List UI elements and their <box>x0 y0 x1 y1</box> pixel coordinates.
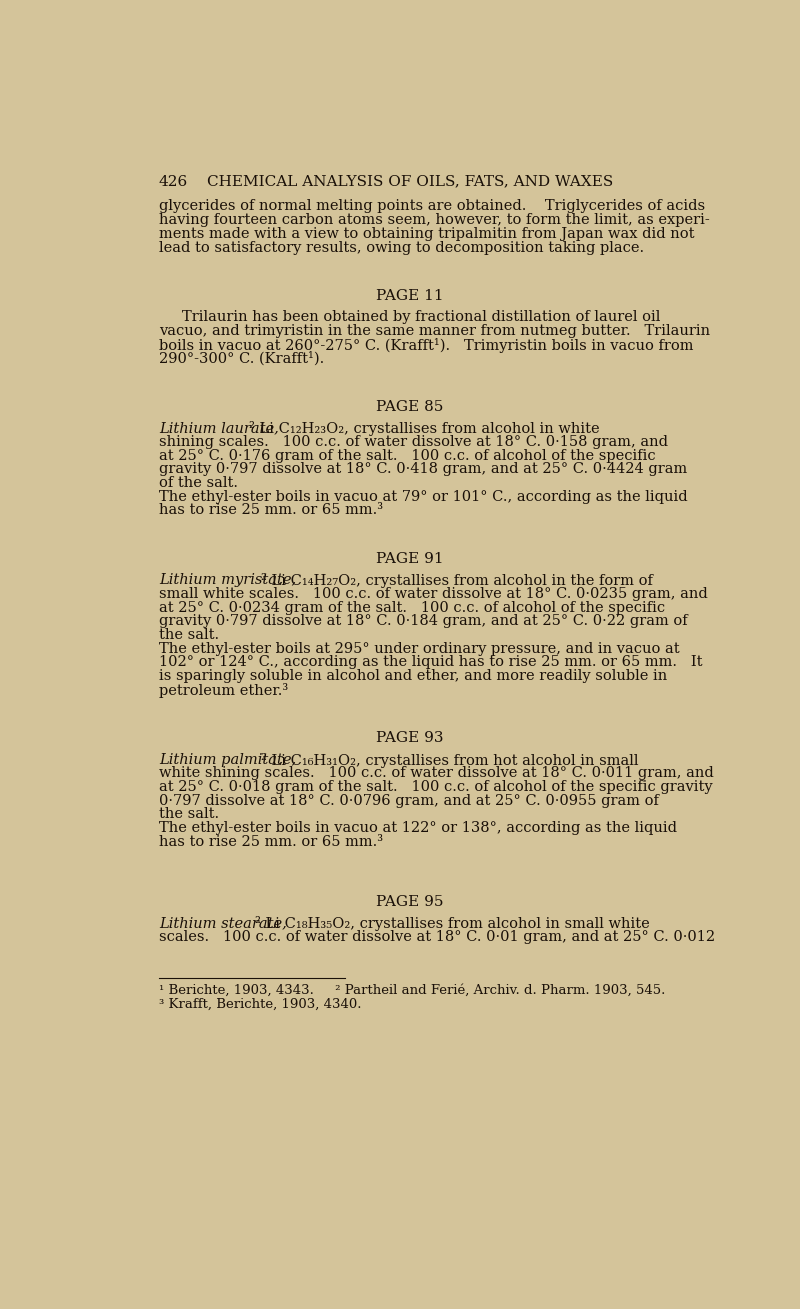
Text: has to rise 25 mm. or 65 mm.³: has to rise 25 mm. or 65 mm.³ <box>159 835 383 848</box>
Text: Lithium myristate,: Lithium myristate, <box>159 573 296 588</box>
Text: ¹ Berichte, 1903, 4343.     ² Partheil and Ferié, Archiv. d. Pharm. 1903, 545.: ¹ Berichte, 1903, 4343. ² Partheil and F… <box>159 983 666 996</box>
Text: small white scales.   100 c.c. of water dissolve at 18° C. 0·0235 gram, and: small white scales. 100 c.c. of water di… <box>159 586 708 601</box>
Text: lead to satisfactory results, owing to decomposition taking place.: lead to satisfactory results, owing to d… <box>159 241 644 254</box>
Text: boils in vacuo at 260°-275° C. (Krafft¹).   Trimyristin boils in vacuo from: boils in vacuo at 260°-275° C. (Krafft¹)… <box>159 338 694 352</box>
Text: 290°-300° C. (Krafft¹).: 290°-300° C. (Krafft¹). <box>159 351 324 365</box>
Text: Trilaurin has been obtained by fractional distillation of laurel oil: Trilaurin has been obtained by fractiona… <box>182 310 661 325</box>
Text: is sparingly soluble in alcohol and ether, and more readily soluble in: is sparingly soluble in alcohol and ethe… <box>159 669 667 683</box>
Text: The ethyl-ester boils in vacuo at 122° or 138°, according as the liquid: The ethyl-ester boils in vacuo at 122° o… <box>159 821 677 835</box>
Text: white shining scales.   100 c.c. of water dissolve at 18° C. 0·011 gram, and: white shining scales. 100 c.c. of water … <box>159 766 714 780</box>
Text: PAGE 11: PAGE 11 <box>376 289 444 302</box>
Text: PAGE 93: PAGE 93 <box>376 732 444 745</box>
Text: gravity 0·797 dissolve at 18° C. 0·418 gram, and at 25° C. 0·4424 gram: gravity 0·797 dissolve at 18° C. 0·418 g… <box>159 462 687 476</box>
Text: ² Li C₁₄H₂₇O₂, crystallises from alcohol in the form of: ² Li C₁₄H₂₇O₂, crystallises from alcohol… <box>261 573 653 588</box>
Text: PAGE 95: PAGE 95 <box>376 895 444 908</box>
Text: the salt.: the salt. <box>159 628 219 641</box>
Text: The ethyl-ester boils at 295° under ordinary pressure, and in vacuo at: The ethyl-ester boils at 295° under ordi… <box>159 641 679 656</box>
Text: petroleum ether.³: petroleum ether.³ <box>159 683 288 698</box>
Text: ² Li C₁₆H₃₁O₂, crystallises from hot alcohol in small: ² Li C₁₆H₃₁O₂, crystallises from hot alc… <box>261 753 638 767</box>
Text: scales.   100 c.c. of water dissolve at 18° C. 0·01 gram, and at 25° C. 0·012: scales. 100 c.c. of water dissolve at 18… <box>159 929 715 944</box>
Text: 102° or 124° C., according as the liquid has to rise 25 mm. or 65 mm.   It: 102° or 124° C., according as the liquid… <box>159 656 702 669</box>
Text: CHEMICAL ANALYSIS OF OILS, FATS, AND WAXES: CHEMICAL ANALYSIS OF OILS, FATS, AND WAX… <box>207 175 613 188</box>
Text: vacuo, and trimyristin in the same manner from nutmeg butter.   Trilaurin: vacuo, and trimyristin in the same manne… <box>159 325 710 338</box>
Text: Lithium laurate,: Lithium laurate, <box>159 421 278 435</box>
Text: ³ Krafft, Berichte, 1903, 4340.: ³ Krafft, Berichte, 1903, 4340. <box>159 997 362 1011</box>
Text: ments made with a view to obtaining tripalmitin from Japan wax did not: ments made with a view to obtaining trip… <box>159 226 694 241</box>
Text: shining scales.   100 c.c. of water dissolve at 18° C. 0·158 gram, and: shining scales. 100 c.c. of water dissol… <box>159 435 668 449</box>
Text: Lithium palmitate,: Lithium palmitate, <box>159 753 296 767</box>
Text: 426: 426 <box>159 175 188 188</box>
Text: The ethyl-ester boils in vacuo at 79° or 101° C., according as the liquid: The ethyl-ester boils in vacuo at 79° or… <box>159 490 687 504</box>
Text: PAGE 85: PAGE 85 <box>376 399 444 414</box>
Text: at 25° C. 0·0234 gram of the salt.   100 c.c. of alcohol of the specific: at 25° C. 0·0234 gram of the salt. 100 c… <box>159 601 665 615</box>
Text: ² Li C₁₂H₂₃O₂, crystallises from alcohol in white: ² Li C₁₂H₂₃O₂, crystallises from alcohol… <box>250 421 600 436</box>
Text: PAGE 91: PAGE 91 <box>376 552 444 565</box>
Text: having fourteen carbon atoms seem, however, to form the limit, as experi-: having fourteen carbon atoms seem, howev… <box>159 213 710 228</box>
Text: the salt.: the salt. <box>159 808 219 822</box>
Text: Lithium stearate,: Lithium stearate, <box>159 916 286 931</box>
Text: has to rise 25 mm. or 65 mm.³: has to rise 25 mm. or 65 mm.³ <box>159 504 383 517</box>
Text: at 25° C. 0·018 gram of the salt.   100 c.c. of alcohol of the specific gravity: at 25° C. 0·018 gram of the salt. 100 c.… <box>159 780 713 795</box>
Text: of the salt.: of the salt. <box>159 476 238 490</box>
Text: ² Li C₁₈H₃₅O₂, crystallises from alcohol in small white: ² Li C₁₈H₃₅O₂, crystallises from alcohol… <box>255 916 650 931</box>
Text: at 25° C. 0·176 gram of the salt.   100 c.c. of alcohol of the specific: at 25° C. 0·176 gram of the salt. 100 c.… <box>159 449 655 462</box>
Text: gravity 0·797 dissolve at 18° C. 0·184 gram, and at 25° C. 0·22 gram of: gravity 0·797 dissolve at 18° C. 0·184 g… <box>159 614 687 628</box>
Text: glycerides of normal melting points are obtained.    Triglycerides of acids: glycerides of normal melting points are … <box>159 199 705 213</box>
Text: 0·797 dissolve at 18° C. 0·0796 gram, and at 25° C. 0·0955 gram of: 0·797 dissolve at 18° C. 0·0796 gram, an… <box>159 793 658 808</box>
